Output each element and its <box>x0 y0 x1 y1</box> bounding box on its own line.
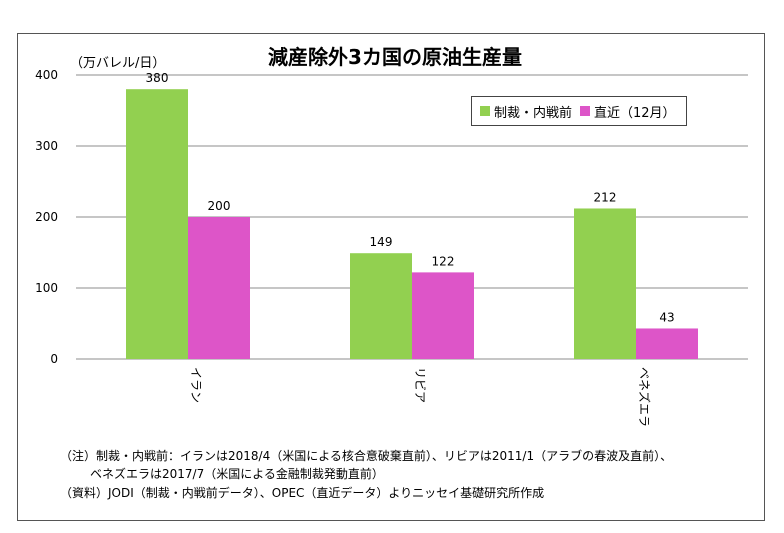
y-tick-label: 0 <box>50 352 58 366</box>
bar <box>636 328 698 359</box>
bar <box>126 89 188 359</box>
y-unit-label: （万バレル/日） <box>70 56 165 71</box>
data-label: 380 <box>146 71 169 85</box>
category-label: ベネズエラ <box>637 367 652 427</box>
note-line-1: （注）制裁・内戦前：イランは2018/4（米国による核合意破棄直前）、リビアは2… <box>60 449 673 463</box>
legend-swatch-recent <box>580 106 591 116</box>
legend-label-recent: 直近（12月） <box>594 105 676 121</box>
data-label: 200 <box>208 199 231 213</box>
legend: 制裁・内戦前 直近（12月） <box>471 96 687 126</box>
bar <box>574 208 636 359</box>
chart-frame <box>17 33 765 521</box>
note-line-2: ベネズエラは2017/7（米国による金融制裁発動直前） <box>90 467 384 481</box>
data-label: 122 <box>432 254 455 268</box>
category-label: リビア <box>413 367 427 403</box>
y-tick-label: 100 <box>35 281 58 295</box>
legend-item-before: 制裁・内戦前 <box>480 102 572 121</box>
y-tick-label: 300 <box>35 139 58 153</box>
data-label: 212 <box>594 190 617 204</box>
note-line-3: （資料）JODI（制裁・内戦前データ）、OPEC（直近データ）よりニッセイ基礎研… <box>60 486 545 500</box>
category-label: イラン <box>189 367 203 403</box>
legend-swatch-before <box>480 106 490 116</box>
chart-title: 減産除外3カ国の原油生産量 <box>268 45 522 69</box>
legend-item-recent: 直近（12月） <box>580 102 676 121</box>
legend-label-before: 制裁・内戦前 <box>494 105 573 121</box>
data-label: 149 <box>370 235 393 249</box>
y-tick-label: 200 <box>35 210 58 224</box>
y-tick-label: 400 <box>35 68 58 82</box>
bar <box>412 272 474 359</box>
bar <box>188 217 250 359</box>
data-label: 43 <box>659 310 674 324</box>
bar <box>350 253 412 359</box>
